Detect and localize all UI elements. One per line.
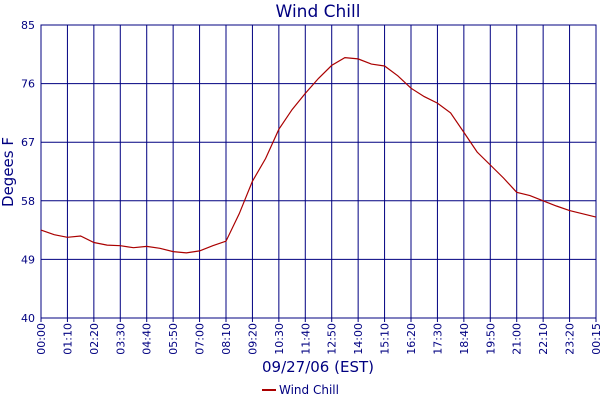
y-tick-labels: 40 49 58 67 76 85 xyxy=(21,19,35,325)
x-tick-labels: 00:00 01:10 02:20 03:30 04:40 05:50 07:00 08:10… xyxy=(35,323,600,355)
x-tick-label: 10:30 xyxy=(273,323,286,355)
x-tick-label: 11:40 xyxy=(299,323,312,355)
chart-title: Wind Chill xyxy=(276,2,361,22)
x-tick-label: 16:20 xyxy=(405,323,418,355)
x-tick-label: 19:50 xyxy=(484,323,497,355)
x-tick-label: 14:00 xyxy=(352,323,365,355)
x-tick-label: 00:15 xyxy=(590,323,600,355)
x-tick-label: 09:20 xyxy=(246,323,259,355)
plot-frame xyxy=(40,24,597,319)
grid xyxy=(40,24,597,322)
x-tick-label: 04:40 xyxy=(141,323,154,355)
x-axis-label: 09/27/06 (EST) xyxy=(262,358,374,376)
y-tick-label: 67 xyxy=(21,136,35,149)
x-tick-label: 05:50 xyxy=(167,323,180,355)
y-tick-label: 49 xyxy=(21,253,35,266)
x-tick-label: 18:40 xyxy=(458,323,471,355)
x-tick-label: 03:30 xyxy=(114,323,127,355)
x-tick-label: 23:20 xyxy=(564,323,577,355)
x-tick-label: 21:00 xyxy=(511,323,524,355)
x-tick-label: 07:00 xyxy=(194,323,207,355)
x-tick-label: 01:10 xyxy=(61,323,74,355)
y-axis-label: Degees F xyxy=(0,137,17,207)
x-tick-label: 00:00 xyxy=(35,323,48,355)
y-tick-label: 58 xyxy=(21,195,35,208)
x-tick-label: 12:50 xyxy=(326,323,339,355)
legend-label: Wind Chill xyxy=(279,383,339,397)
x-tick-label: 17:30 xyxy=(431,323,444,355)
y-tick-label: 40 xyxy=(21,312,35,325)
x-tick-label: 08:10 xyxy=(220,323,233,355)
x-tick-label: 15:10 xyxy=(379,323,392,355)
x-tick-label: 22:10 xyxy=(537,323,550,355)
y-tick-label: 76 xyxy=(21,78,35,91)
x-tick-label: 02:20 xyxy=(88,323,101,355)
y-tick-label: 85 xyxy=(21,19,35,32)
series-line-wind-chill xyxy=(40,56,597,254)
series-layer xyxy=(40,56,597,254)
